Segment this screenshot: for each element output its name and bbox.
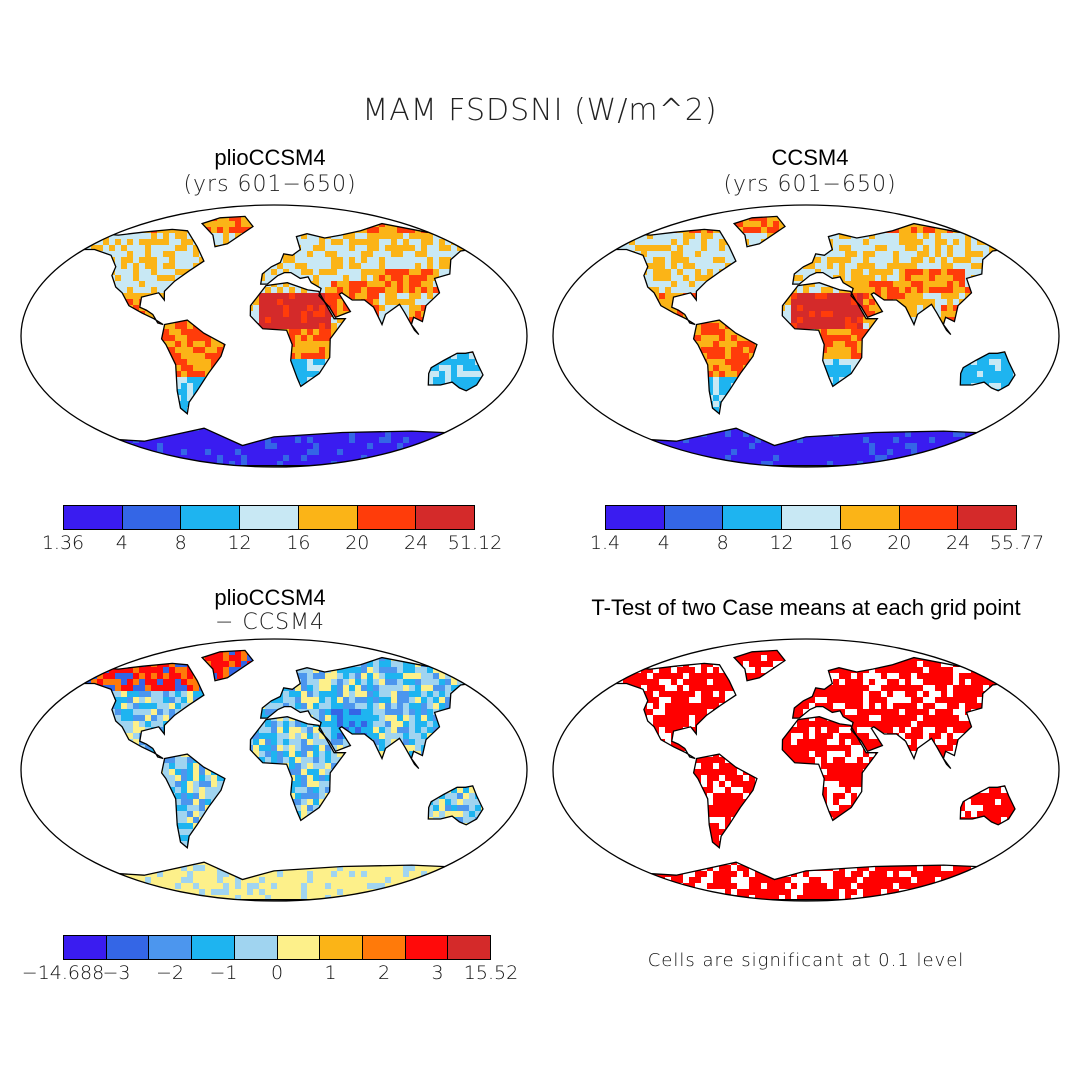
- colorbar-swatch: [416, 506, 475, 529]
- coastline-australia: [427, 351, 484, 392]
- panel2-title: CCSM4: [771, 145, 849, 170]
- colorbar-label: −2: [155, 962, 185, 984]
- panel1-map: [20, 204, 528, 468]
- map-frame: [20, 638, 528, 902]
- colorbar-swatch: [64, 506, 123, 529]
- panel3-map: [20, 638, 528, 902]
- coastline-namerica: [75, 662, 205, 760]
- colorbar-swatch: [840, 506, 900, 529]
- colorbar-swatch: [320, 936, 363, 959]
- coastline-namerica: [75, 228, 205, 326]
- colorbar-label: 12: [769, 532, 794, 554]
- colorbar-label: −14.688: [21, 962, 105, 984]
- coastline-africa: [781, 716, 879, 822]
- colorbar-swatch: [298, 506, 358, 529]
- coastline-eurasia: [791, 656, 1014, 770]
- colorbar-label: 1.36: [41, 532, 85, 554]
- coastline-greenland: [732, 215, 786, 248]
- coastline-samerica: [160, 319, 226, 416]
- panel2-map: [552, 204, 1060, 468]
- coastline-australia: [959, 351, 1016, 392]
- map-frame: [552, 638, 1060, 902]
- colorbar-swatch: [122, 506, 182, 529]
- panel3-title: plioCCSM4: [214, 585, 326, 610]
- panel2-subtitle: (yrs 601−650): [723, 172, 897, 197]
- coastline-eurasia: [259, 222, 482, 336]
- colorbar-swatch: [782, 506, 841, 529]
- figure-title: MAM FSDSNI (W/m^2): [362, 93, 718, 128]
- colorbar-label: 15.52: [463, 962, 519, 984]
- colorbar-label: 51.12: [447, 532, 503, 554]
- colorbar-label: 2: [377, 962, 391, 984]
- coastline-australia: [427, 785, 484, 826]
- colorbar-swatch: [958, 506, 1017, 529]
- coastline-namerica: [607, 662, 737, 760]
- colorbar-label: 1: [324, 962, 337, 984]
- colorbar-swatch: [405, 936, 449, 959]
- panel3-colorbar: [63, 935, 491, 960]
- colorbar-label: 55.77: [989, 532, 1045, 554]
- colorbar-label: 8: [174, 532, 187, 554]
- coastline-samerica: [692, 753, 758, 850]
- colorbar-label: 12: [227, 532, 252, 554]
- colorbar-label: 20: [345, 532, 370, 554]
- panel1-colorbar: [63, 505, 475, 530]
- colorbar-swatch: [899, 506, 959, 529]
- colorbar-swatch: [357, 506, 417, 529]
- coastline-namerica: [607, 228, 737, 326]
- colorbar-label: 8: [716, 532, 729, 554]
- colorbar-swatch: [181, 506, 241, 529]
- map-frame: [552, 204, 1060, 468]
- coastline-eurasia: [791, 222, 1014, 336]
- colorbar-label: 1.4: [589, 532, 621, 554]
- colorbar-swatch: [664, 506, 724, 529]
- panel3-subtitle: − CCSM4: [214, 610, 326, 635]
- colorbar-swatch: [723, 506, 783, 529]
- colorbar-label: −3: [102, 962, 131, 984]
- colorbar-swatch: [448, 936, 491, 959]
- coastline-africa: [249, 282, 347, 388]
- colorbar-swatch: [149, 936, 193, 959]
- colorbar-swatch: [277, 936, 321, 959]
- coastline-samerica: [692, 319, 758, 416]
- colorbar-swatch: [240, 506, 299, 529]
- panel2-colorbar: [605, 505, 1017, 530]
- panel1-subtitle: (yrs 601−650): [183, 172, 357, 197]
- colorbar-swatch: [234, 936, 278, 959]
- coastline-greenland: [732, 649, 786, 682]
- coastline-eurasia: [259, 656, 482, 770]
- coastline-greenland: [200, 649, 254, 682]
- colorbar-label: 4: [657, 532, 670, 554]
- coastline-samerica: [160, 753, 226, 850]
- colorbar-label: 0: [270, 962, 284, 984]
- colorbar-label: −1: [209, 962, 238, 984]
- coastline-greenland: [200, 215, 254, 248]
- colorbar-label: 16: [828, 532, 853, 554]
- colorbar-swatch: [362, 936, 406, 959]
- panel4-title: T-Test of two Case means at each grid po…: [591, 595, 1021, 620]
- colorbar-swatch: [192, 936, 235, 959]
- colorbar-label: 3: [431, 962, 444, 984]
- colorbar-swatch: [606, 506, 665, 529]
- coastline-africa: [249, 716, 347, 822]
- panel4-map: [552, 638, 1060, 902]
- colorbar-swatch: [106, 936, 150, 959]
- coastline-africa: [781, 282, 879, 388]
- coastline-australia: [959, 785, 1016, 826]
- colorbar-label: 24: [946, 532, 971, 554]
- map-frame: [20, 204, 528, 468]
- panel1-title: plioCCSM4: [214, 145, 326, 170]
- colorbar-label: 24: [404, 532, 429, 554]
- colorbar-swatch: [64, 936, 107, 959]
- significance-note: Cells are significant at 0.1 level: [647, 950, 965, 971]
- colorbar-label: 20: [887, 532, 912, 554]
- colorbar-label: 16: [286, 532, 311, 554]
- colorbar-label: 4: [115, 532, 128, 554]
